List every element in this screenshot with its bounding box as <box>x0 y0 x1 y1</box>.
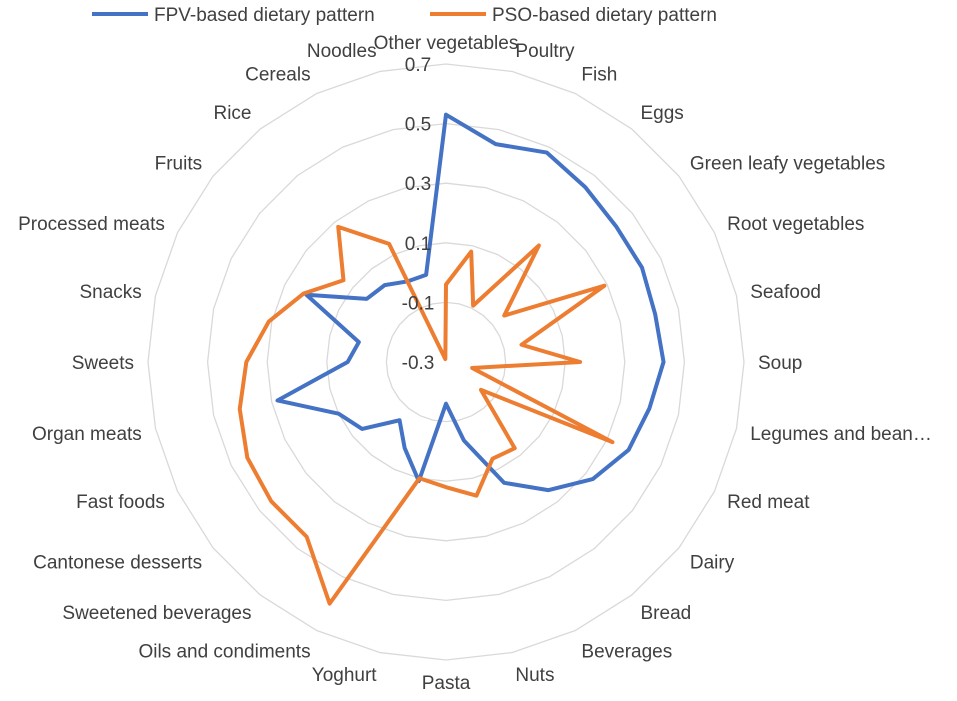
tick-label: 0.1 <box>405 234 431 255</box>
category-label: Nuts <box>515 665 554 686</box>
category-label: Eggs <box>641 103 684 124</box>
category-label: Pasta <box>422 673 471 694</box>
category-label: Fish <box>581 65 617 86</box>
series-layer <box>237 112 666 606</box>
radial-tick-labels: -0.3 -0.1 0.1 0.3 0.5 0.7 <box>402 55 435 374</box>
grid-ring <box>385 301 507 423</box>
grid-ring <box>206 122 686 602</box>
category-label: Cereals <box>245 65 310 86</box>
category-label: Poultry <box>515 41 575 62</box>
category-label: Yoghurt <box>312 665 378 686</box>
category-label: Noodles <box>307 41 377 62</box>
tick-label: 0.5 <box>405 115 431 136</box>
category-label: Organ meats <box>32 424 142 445</box>
category-label: Sweetened beverages <box>62 603 251 624</box>
category-label: Soup <box>758 353 802 374</box>
tick-label: 0.7 <box>405 55 431 76</box>
tick-label: -0.3 <box>402 353 435 374</box>
category-label: Oils and condiments <box>138 641 310 662</box>
legend: FPV-based dietary pattern PSO-based dieta… <box>92 5 717 26</box>
legend-label: PSO-based dietary pattern <box>492 5 717 26</box>
grid-ring <box>326 242 566 482</box>
category-label: Dairy <box>690 553 735 574</box>
category-label: Green leafy vegetables <box>690 154 885 175</box>
category-label: Fast foods <box>76 492 165 513</box>
category-label: Root vegetables <box>727 214 864 235</box>
category-label: Red meat <box>727 492 810 513</box>
grid-ring <box>147 63 745 661</box>
tick-label: -0.1 <box>402 293 435 314</box>
category-label: Cantonese desserts <box>33 553 202 574</box>
category-label: Processed meats <box>18 214 165 235</box>
category-label: Beverages <box>581 641 672 662</box>
series-line-fpv <box>275 112 666 493</box>
grid-ring <box>266 182 626 542</box>
legend-label: FPV-based dietary pattern <box>154 5 375 26</box>
category-label: Seafood <box>750 282 821 303</box>
category-label: Bread <box>641 603 692 624</box>
category-label: Fruits <box>155 154 203 175</box>
category-label: Snacks <box>79 282 141 303</box>
category-label: Other vegetables <box>374 33 519 54</box>
category-label: Legumes and bean… <box>750 424 932 445</box>
category-label: Sweets <box>72 353 134 374</box>
tick-label: 0.3 <box>405 174 431 195</box>
radar-grid <box>147 63 745 661</box>
series-line-pso <box>237 224 615 606</box>
category-label: Rice <box>213 103 251 124</box>
